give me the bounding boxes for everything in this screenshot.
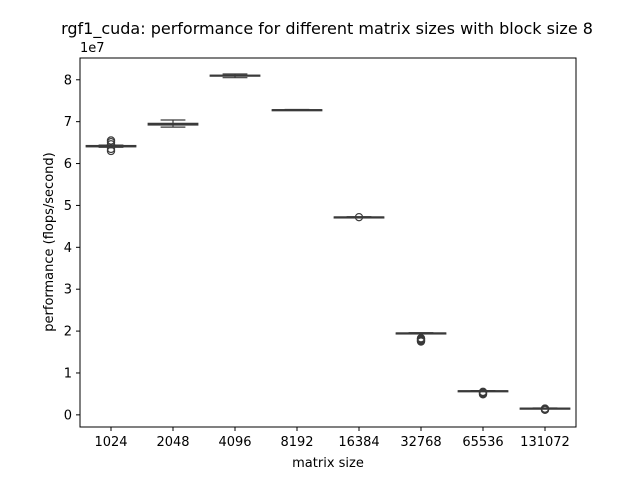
x-tick-label: 16384 [338, 435, 379, 450]
y-tick-label: 1 [64, 366, 72, 381]
y-tick-label: 3 [64, 283, 72, 298]
x-axis: 1024 2048 4096 8192 16384 32768 65536 131072 [94, 427, 570, 450]
y-axis-label: performance (flops/second) [42, 152, 57, 331]
plot-area [85, 73, 571, 415]
y-tick-label: 6 [64, 157, 72, 172]
x-tick-label: 131072 [520, 435, 570, 450]
box-8192 [271, 108, 323, 112]
outlier-point [478, 387, 488, 397]
box-131072 [519, 404, 571, 415]
y-tick-label: 2 [64, 325, 72, 340]
x-tick-label: 2048 [156, 435, 189, 450]
box-32768 [395, 332, 447, 346]
box-2048 [147, 119, 199, 128]
box-4096 [209, 73, 261, 79]
y-tick-label: 5 [64, 199, 72, 214]
box-1024 [85, 136, 137, 156]
outlier-point [106, 136, 116, 145]
x-tick-label: 32768 [400, 435, 441, 450]
box-16384 [333, 212, 385, 222]
y-offset-label: 1e7 [80, 41, 105, 56]
axes-frame [79, 57, 577, 428]
y-tick-label: 7 [64, 115, 72, 130]
chart-title: rgf1_cuda: performance for different mat… [61, 19, 593, 39]
y-tick-label: 4 [64, 241, 72, 256]
outlier-point [540, 404, 550, 413]
outlier-point [354, 212, 364, 222]
x-axis-label: matrix size [292, 456, 364, 471]
x-tick-label: 8192 [280, 435, 313, 450]
y-tick-label: 8 [64, 73, 72, 88]
x-tick-label: 4096 [218, 435, 251, 450]
y-tick-label: 0 [64, 408, 72, 423]
y-axis: 0 1 2 3 4 5 6 7 8 [64, 73, 80, 423]
box-65536 [457, 387, 509, 399]
outlier-point [416, 334, 426, 343]
x-tick-label: 65536 [462, 435, 503, 450]
x-tick-label: 1024 [94, 435, 127, 450]
